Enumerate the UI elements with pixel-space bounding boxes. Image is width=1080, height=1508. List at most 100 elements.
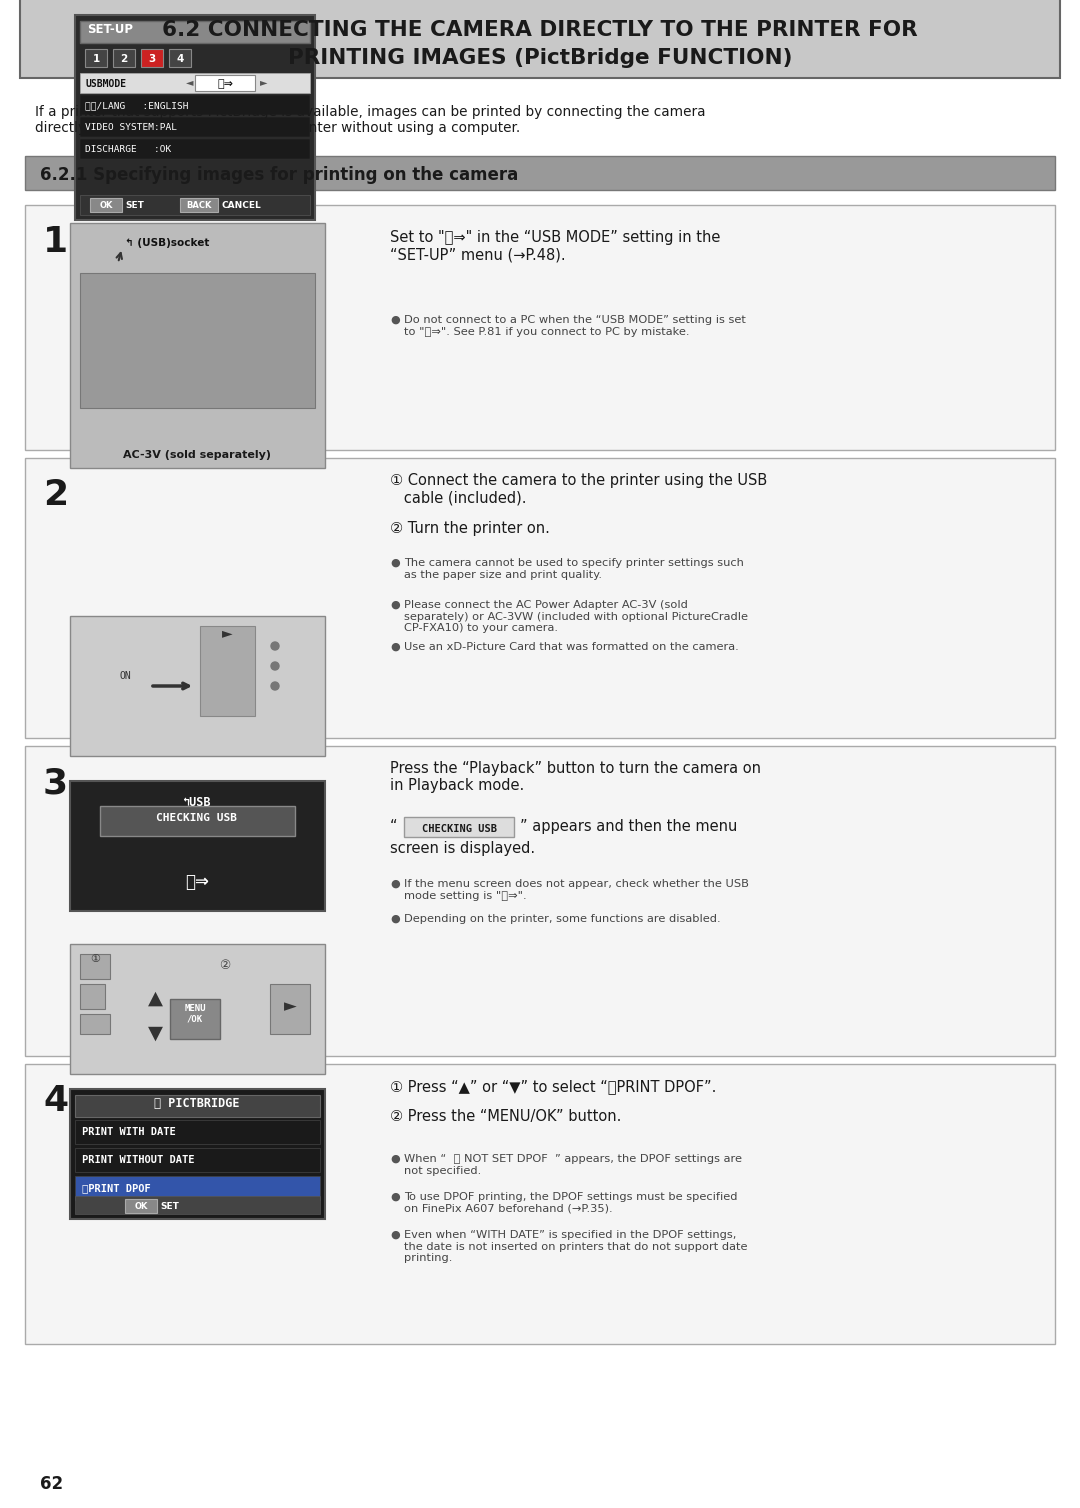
Text: ⎙⇒: ⎙⇒ bbox=[217, 78, 233, 89]
Text: ① Connect the camera to the printer using the USB
   cable (included).: ① Connect the camera to the printer usin… bbox=[390, 474, 767, 505]
Text: The camera cannot be used to specify printer settings such
as the paper size and: The camera cannot be used to specify pri… bbox=[404, 558, 744, 579]
Bar bbox=[80, 95, 310, 115]
Text: ⨿ PICTBRIDGE: ⨿ PICTBRIDGE bbox=[154, 1096, 240, 1110]
Text: If a printer that supports PictBridge is available, images can be printed by con: If a printer that supports PictBridge is… bbox=[35, 106, 705, 136]
Text: ②: ② bbox=[219, 959, 231, 973]
Text: To use DPOF printing, the DPOF settings must be specified
on FinePix A607 before: To use DPOF printing, the DPOF settings … bbox=[404, 1191, 738, 1214]
Text: 4: 4 bbox=[176, 54, 184, 63]
Bar bbox=[270, 985, 310, 1034]
Text: ●: ● bbox=[390, 558, 400, 569]
Text: ” appears and then the menu: ” appears and then the menu bbox=[519, 819, 738, 834]
Bar bbox=[113, 48, 135, 66]
Bar bbox=[75, 1095, 320, 1117]
Text: Set to "⎙⇒" in the “USB MODE” setting in the
“SET-UP” menu (→P.48).: Set to "⎙⇒" in the “USB MODE” setting in… bbox=[390, 231, 720, 262]
Text: 6.2 CONNECTING THE CAMERA DIRECTLY TO THE PRINTER FOR: 6.2 CONNECTING THE CAMERA DIRECTLY TO TH… bbox=[162, 20, 918, 41]
Bar bbox=[85, 48, 107, 66]
Bar bbox=[70, 944, 325, 1074]
Bar bbox=[75, 15, 315, 220]
Bar bbox=[404, 817, 514, 837]
Text: 4: 4 bbox=[43, 1084, 68, 1117]
Text: ↰USB: ↰USB bbox=[183, 796, 212, 808]
Bar bbox=[80, 273, 315, 409]
Bar bbox=[70, 615, 325, 756]
Bar bbox=[25, 155, 1055, 190]
Bar bbox=[70, 781, 325, 911]
Text: SET-UP: SET-UP bbox=[87, 23, 133, 36]
Bar bbox=[21, 0, 1059, 78]
Text: ON: ON bbox=[120, 671, 132, 682]
Circle shape bbox=[271, 662, 279, 670]
Text: ●: ● bbox=[390, 315, 400, 326]
Text: ◄: ◄ bbox=[186, 77, 193, 87]
Text: CANCEL: CANCEL bbox=[221, 201, 260, 210]
Bar bbox=[80, 21, 310, 44]
Text: ►: ► bbox=[284, 997, 296, 1015]
Text: ↰ (USB)socket: ↰ (USB)socket bbox=[125, 238, 210, 247]
Text: CHECKING USB: CHECKING USB bbox=[421, 823, 497, 834]
Text: Even when “WITH DATE” is specified in the DPOF settings,
the date is not inserte: Even when “WITH DATE” is specified in th… bbox=[404, 1231, 747, 1264]
Text: PRINT WITH DATE: PRINT WITH DATE bbox=[82, 1126, 176, 1137]
Text: If the menu screen does not appear, check whether the USB
mode setting is "⎙⇒".: If the menu screen does not appear, chec… bbox=[404, 879, 748, 900]
Text: “: “ bbox=[390, 819, 397, 834]
Text: OK: OK bbox=[99, 201, 112, 210]
Text: Use an xD-Picture Card that was formatted on the camera.: Use an xD-Picture Card that was formatte… bbox=[404, 642, 739, 651]
Text: ①: ① bbox=[90, 955, 100, 964]
Bar bbox=[100, 805, 295, 835]
Text: MENU
/OK: MENU /OK bbox=[185, 1004, 206, 1024]
Bar bbox=[200, 626, 255, 716]
Text: ① Press “▲” or “▼” to select “⎙PRINT DPOF”.: ① Press “▲” or “▼” to select “⎙PRINT DPO… bbox=[390, 1080, 716, 1093]
Bar bbox=[75, 1120, 320, 1145]
Text: 62: 62 bbox=[40, 1475, 63, 1493]
Text: 言語/LANG   :ENGLISH: 言語/LANG :ENGLISH bbox=[85, 101, 189, 110]
Text: Depending on the printer, some functions are disabled.: Depending on the printer, some functions… bbox=[404, 914, 720, 924]
Text: PRINT WITHOUT DATE: PRINT WITHOUT DATE bbox=[82, 1155, 194, 1166]
Bar bbox=[25, 458, 1055, 737]
Text: ●: ● bbox=[390, 642, 400, 651]
Text: ●: ● bbox=[390, 1231, 400, 1240]
Bar bbox=[80, 1013, 110, 1034]
Bar bbox=[90, 198, 122, 213]
Bar bbox=[168, 48, 191, 66]
Text: CHECKING USB: CHECKING USB bbox=[157, 813, 238, 823]
Text: When “  ⎙ NOT SET DPOF  ” appears, the DPOF settings are
not specified.: When “ ⎙ NOT SET DPOF ” appears, the DPO… bbox=[404, 1154, 742, 1176]
Text: 6.2.1 Specifying images for printing on the camera: 6.2.1 Specifying images for printing on … bbox=[40, 166, 518, 184]
Text: ② Turn the printer on.: ② Turn the printer on. bbox=[390, 520, 550, 535]
Text: 1: 1 bbox=[43, 225, 68, 259]
Text: Press the “Playback” button to turn the camera on
in Playback mode.: Press the “Playback” button to turn the … bbox=[390, 762, 761, 793]
Text: SET: SET bbox=[160, 1202, 179, 1211]
Text: PRINTING IMAGES (PictBridge FUNCTION): PRINTING IMAGES (PictBridge FUNCTION) bbox=[287, 48, 793, 68]
Text: SET: SET bbox=[125, 201, 144, 210]
Text: ●: ● bbox=[390, 879, 400, 890]
Bar bbox=[80, 195, 310, 216]
Bar bbox=[25, 746, 1055, 1056]
Bar bbox=[80, 118, 310, 137]
Text: ►: ► bbox=[221, 626, 232, 639]
Text: ▲: ▲ bbox=[148, 989, 162, 1007]
Bar bbox=[80, 139, 310, 158]
Bar bbox=[80, 72, 310, 93]
Text: Please connect the AC Power Adapter AC-3V (sold
separately) or AC-3VW (included : Please connect the AC Power Adapter AC-3… bbox=[404, 600, 748, 633]
Bar bbox=[80, 985, 105, 1009]
Text: ●: ● bbox=[390, 1154, 400, 1164]
Circle shape bbox=[271, 642, 279, 650]
Bar bbox=[25, 205, 1055, 449]
Bar bbox=[170, 998, 220, 1039]
Text: 3: 3 bbox=[148, 54, 156, 63]
Bar bbox=[75, 1196, 320, 1214]
Text: USBMODE: USBMODE bbox=[85, 78, 126, 89]
Bar bbox=[70, 223, 325, 467]
Bar bbox=[125, 1199, 157, 1212]
Text: Do not connect to a PC when the “USB MODE” setting is set
to "⎙⇒". See P.81 if y: Do not connect to a PC when the “USB MOD… bbox=[404, 315, 746, 336]
Bar bbox=[141, 48, 163, 66]
Bar bbox=[75, 1176, 320, 1200]
Text: 2: 2 bbox=[120, 54, 127, 63]
Text: ●: ● bbox=[390, 600, 400, 611]
Text: screen is displayed.: screen is displayed. bbox=[390, 841, 535, 857]
Text: DISCHARGE   :OK: DISCHARGE :OK bbox=[85, 145, 172, 154]
Text: ⎙⇒: ⎙⇒ bbox=[185, 873, 208, 891]
Text: 3: 3 bbox=[43, 766, 68, 801]
Text: ▼: ▼ bbox=[148, 1024, 162, 1044]
Text: 2: 2 bbox=[43, 478, 68, 513]
Text: AC-3V (sold separately): AC-3V (sold separately) bbox=[123, 449, 271, 460]
Bar bbox=[25, 1065, 1055, 1344]
